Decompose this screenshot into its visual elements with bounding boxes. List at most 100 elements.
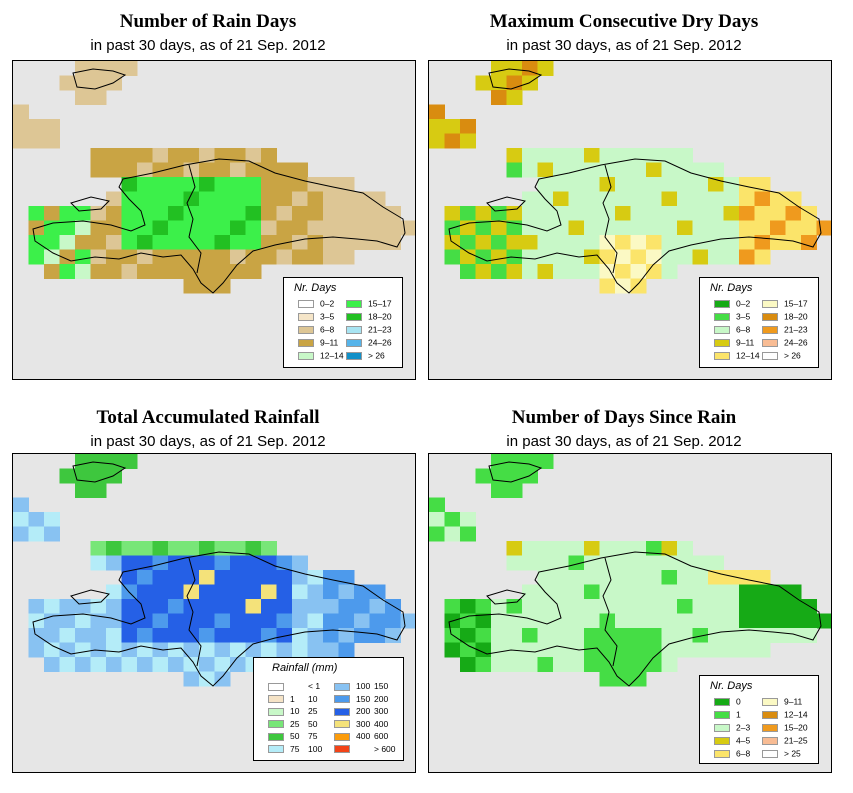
grid-cell	[677, 206, 693, 221]
grid-cell	[338, 191, 355, 207]
grid-cell	[369, 599, 386, 614]
grid-cell	[338, 220, 355, 236]
grid-cell	[75, 90, 91, 105]
legend-item: 25 50	[268, 719, 330, 730]
legend-item: 15–17	[762, 298, 808, 309]
grid-cell	[708, 235, 724, 250]
grid-cell	[584, 206, 600, 221]
grid-cell	[354, 191, 370, 207]
grid-cell	[230, 642, 246, 658]
legend-swatch	[346, 312, 362, 321]
grid-cell	[723, 613, 740, 629]
grid-cell	[323, 584, 339, 600]
grid-cell	[28, 119, 45, 134]
grid-cell	[276, 249, 293, 265]
legend-label: > 25	[784, 748, 801, 759]
grid-cell	[307, 235, 324, 250]
grid-cell	[599, 555, 616, 571]
grid-cell	[506, 61, 523, 76]
legend-range-low: 150	[356, 693, 371, 704]
grid-cell	[59, 220, 76, 236]
grid-cell	[584, 235, 600, 250]
grid-cell	[106, 206, 122, 221]
grid-cell	[137, 584, 153, 600]
legend-range-high: 200	[374, 693, 389, 704]
grid-cell	[429, 133, 445, 149]
grid-cell	[723, 642, 740, 658]
legend-swatch	[334, 732, 350, 741]
grid-cell	[230, 206, 246, 221]
grid-cell	[199, 555, 215, 571]
grid-cell	[816, 220, 831, 236]
legend-label: > 26	[368, 350, 385, 361]
legend-range-low: 50	[290, 731, 300, 742]
grid-cell	[292, 162, 308, 178]
grid-cell	[754, 220, 771, 236]
grid-cell	[584, 657, 600, 672]
grid-cell	[28, 512, 45, 527]
grid-cell	[245, 599, 262, 614]
grid-cell	[106, 657, 122, 672]
grid-cell	[121, 249, 138, 265]
grid-cell	[230, 599, 246, 614]
grid-cell	[168, 220, 184, 236]
grid-cell	[553, 235, 569, 250]
grid-cell	[537, 148, 554, 163]
grid-cell	[44, 235, 60, 250]
grid-cell	[214, 220, 231, 236]
grid-cell	[615, 235, 631, 250]
legend-swatch	[762, 351, 778, 360]
grid-cell	[630, 191, 647, 207]
grid-cell	[599, 206, 616, 221]
grid-cell	[475, 657, 492, 672]
grid-cell	[385, 235, 401, 250]
grid-cell	[59, 657, 76, 672]
grid-cell	[214, 555, 231, 571]
legend-label: 6–8	[736, 748, 751, 759]
grid-cell	[661, 628, 678, 643]
grid-cell	[646, 249, 662, 265]
grid-cell	[323, 570, 339, 585]
grid-cell	[506, 657, 523, 672]
grid-cell	[230, 657, 246, 672]
grid-cell	[522, 249, 538, 265]
grid-cell	[429, 512, 445, 527]
grid-cell	[152, 599, 169, 614]
grid-cell	[646, 220, 662, 236]
legend-item: 0–2	[714, 298, 750, 309]
grid-cell	[307, 628, 324, 643]
grid-cell	[739, 235, 755, 250]
grid-cell	[553, 177, 569, 192]
legend-swatch	[268, 682, 284, 691]
grid-cell	[584, 177, 600, 192]
grid-cell	[214, 177, 231, 192]
legend-range-low: 75	[290, 743, 300, 754]
grid-cell	[199, 642, 215, 658]
legend-range-high: 600	[374, 731, 389, 742]
legend-range-high: 100	[308, 743, 323, 754]
legend-item: < 1	[268, 681, 330, 692]
grid-cell	[106, 75, 122, 91]
grid-cell	[739, 599, 755, 614]
grid-cell	[599, 249, 616, 265]
grid-cell	[199, 264, 215, 279]
grid-cell	[276, 584, 293, 600]
grid-cell	[106, 220, 122, 236]
legend-item: 3–5	[298, 311, 334, 322]
grid-cell	[152, 628, 169, 643]
legend-range-high: 25	[308, 706, 318, 717]
legend-item: 3–5	[714, 311, 750, 322]
grid-cell	[323, 220, 339, 236]
grid-cell	[28, 206, 45, 221]
grid-cell	[537, 61, 554, 76]
grid-cell	[292, 613, 308, 629]
grid-cell	[121, 613, 138, 629]
grid-cell	[475, 206, 492, 221]
country-border	[602, 164, 618, 274]
grid-cell	[385, 613, 401, 629]
grid-cell	[307, 191, 324, 207]
panel-subtitle: in past 30 days, as of 21 Sep. 2012	[90, 433, 326, 450]
grid-cell	[261, 599, 277, 614]
grid-cell	[369, 628, 386, 643]
grid-cell	[506, 162, 523, 178]
